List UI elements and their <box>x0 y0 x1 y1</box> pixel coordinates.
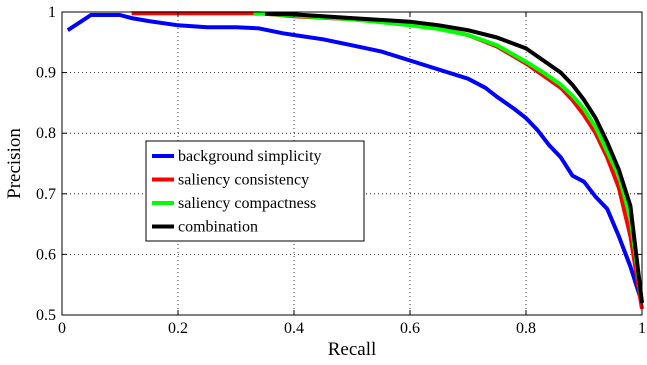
y-tick-label: 0.7 <box>36 186 56 203</box>
x-tick-label: 0 <box>58 320 66 337</box>
x-tick-label: 0.2 <box>168 320 188 337</box>
series-line <box>66 13 644 304</box>
y-tick-label: 0.6 <box>36 246 56 263</box>
x-tick-label: 1 <box>638 320 646 337</box>
legend-label: saliency compactness <box>178 195 316 212</box>
y-axis-label: Precision <box>4 128 25 199</box>
legend-label: background simplicity <box>178 148 322 165</box>
legend: background simplicity saliency consistenc… <box>145 140 365 242</box>
legend-label: combination <box>178 219 258 236</box>
y-tick-label: 1 <box>48 4 56 21</box>
series-group <box>66 11 644 310</box>
y-tick-label: 0.8 <box>36 125 56 142</box>
y-tick-label: 0.5 <box>36 307 56 324</box>
legend-box <box>145 140 365 242</box>
axes-frame <box>61 11 643 316</box>
x-tick-label: 0.4 <box>284 320 304 337</box>
x-tick-label: 0.6 <box>400 320 420 337</box>
x-axis-label: Recall <box>328 339 377 360</box>
series-line <box>264 11 644 304</box>
x-tick-label: 0.8 <box>516 320 536 337</box>
y-tick-label: 0.9 <box>36 65 56 82</box>
legend-label: saliency consistency <box>178 172 309 189</box>
